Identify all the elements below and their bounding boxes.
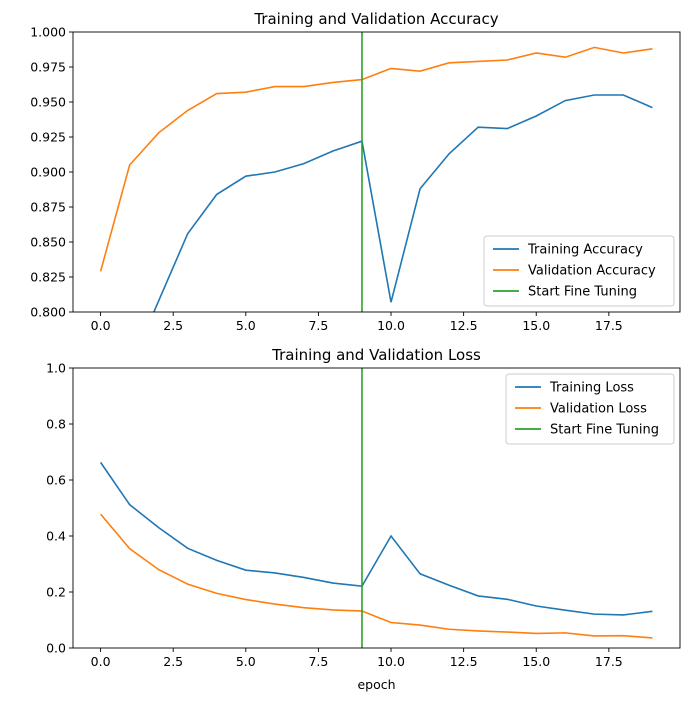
- legend: Training Loss Validation Loss Start Fine T…: [505, 373, 675, 445]
- y-tick-label: 0.8: [46, 417, 66, 432]
- legend: Training Accuracy Validation Accuracy Star…: [483, 235, 675, 307]
- series-line-training-accuracy: [152, 94, 653, 312]
- x-tick-label: 12.5: [450, 318, 478, 333]
- legend-label: Training Loss: [549, 381, 634, 396]
- x-tick-label: 5.0: [236, 654, 256, 669]
- x-tick-label: 5.0: [236, 318, 256, 333]
- y-tick-label: 0.875: [30, 200, 66, 215]
- y-tick-label: 0.975: [30, 60, 66, 75]
- chart-title: Training and Validation Loss: [271, 346, 481, 364]
- y-tick-label: 0.4: [46, 529, 66, 544]
- series-line-training-loss: [99, 461, 653, 616]
- y-tick-label: 0.825: [30, 270, 66, 285]
- y-tick-label: 0.0: [46, 641, 66, 656]
- x-tick-label: 17.5: [595, 318, 623, 333]
- x-tick-label: 15.0: [522, 654, 550, 669]
- y-tick-label: 0.800: [30, 305, 66, 320]
- axes-frame: [72, 367, 681, 649]
- legend-label: Validation Accuracy: [528, 264, 656, 279]
- subplot-2: Training and Validation Loss 0.0 2.5 5.0 7.5…: [46, 346, 681, 692]
- series-line-validation-loss: [99, 513, 653, 639]
- y-tick-label: 0.850: [30, 235, 66, 250]
- x-tick-label: 0.0: [91, 318, 111, 333]
- legend-box: [505, 373, 675, 445]
- x-tick-label: 17.5: [595, 654, 623, 669]
- y-tick-label: 1.0: [46, 361, 66, 376]
- y-tick-label: 1.000: [30, 25, 66, 40]
- legend-label: Start Fine Tuning: [528, 285, 637, 300]
- x-tick-label: 2.5: [163, 654, 183, 669]
- x-axis-label: epoch: [357, 677, 395, 692]
- x-tick-label: 10.0: [377, 654, 405, 669]
- legend-label: Start Fine Tuning: [550, 423, 659, 438]
- y-tick-label: 0.925: [30, 130, 66, 145]
- series-line-validation-accuracy: [99, 46, 653, 272]
- legend-label: Validation Loss: [550, 402, 647, 417]
- y-tick-label: 0.6: [46, 473, 66, 488]
- y-tick-label: 0.900: [30, 165, 66, 180]
- x-tick-label: 2.5: [163, 318, 183, 333]
- x-tick-label: 12.5: [450, 654, 478, 669]
- x-tick-label: 7.5: [308, 654, 328, 669]
- x-tick-label: 0.0: [91, 654, 111, 669]
- chart-title: Training and Validation Accuracy: [253, 10, 498, 28]
- x-tick-label: 15.0: [522, 318, 550, 333]
- y-tick-label: 0.2: [46, 585, 66, 600]
- subplot-1: Training and Validation Accuracy 0.0 2.5 5.…: [30, 10, 681, 333]
- legend-box: [483, 235, 675, 307]
- y-tick-label: 0.950: [30, 95, 66, 110]
- x-tick-label: 10.0: [377, 318, 405, 333]
- legend-label: Training Accuracy: [527, 243, 643, 258]
- x-tick-label: 7.5: [308, 318, 328, 333]
